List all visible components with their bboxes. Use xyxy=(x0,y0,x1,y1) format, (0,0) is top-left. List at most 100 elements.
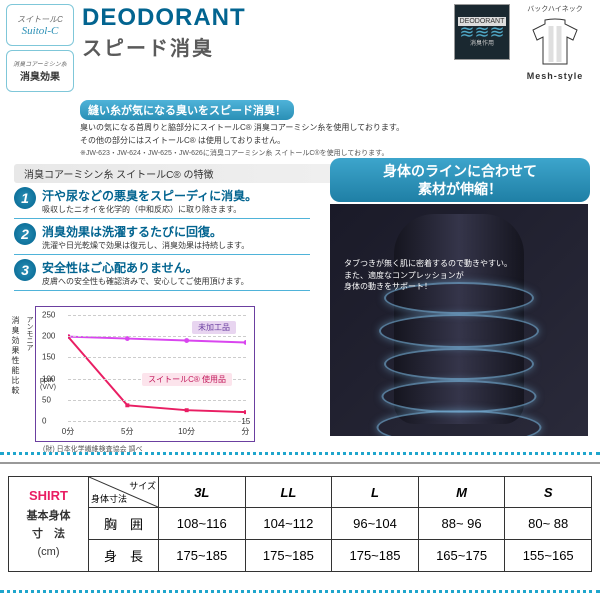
size-col: L xyxy=(332,477,419,508)
body-image: タブつきが無く肌に密着するので動きやすい。 また、適度なコンプレッションが 身体… xyxy=(330,204,588,436)
wave-icon: ≋≋≋ xyxy=(459,28,504,36)
shirt-sub2: 寸 法 xyxy=(32,528,65,540)
x-tick: 15分 xyxy=(241,417,250,437)
table-cell: 108~116 xyxy=(159,508,246,540)
row-label: 胸 囲 xyxy=(89,508,159,540)
badge-suitol: スイトールC Suitol-C xyxy=(6,4,74,46)
table-cell: 104~112 xyxy=(245,508,332,540)
feature-sub: 吸収したニオイを化学的（中和反応）に取り除きます。 xyxy=(42,204,310,215)
table-cell: 155~165 xyxy=(505,540,592,572)
title-area: DEODORANT スピード消臭 xyxy=(74,4,450,96)
feature-sub: 洗濯や日光乾燥で効果は復元し、消臭効果は持続します。 xyxy=(42,240,310,251)
description: 縫い糸が気になる臭いをスピード消臭！ 臭いの気になる首周りと脇部分にスイトールC… xyxy=(0,98,600,160)
shirt-label-cell: SHIRT 基本身体 寸 法 (cm) xyxy=(9,477,89,572)
body-title: 身体のラインに合わせて 素材が伸縮！ xyxy=(330,158,590,202)
title-sub: スピード消臭 xyxy=(82,32,450,61)
top-section: スイトールC Suitol-C 消臭コアーミシン糸 消臭効果 DEODORANT… xyxy=(0,0,600,98)
x-tick: 5分 xyxy=(121,426,133,437)
shirt-word: SHIRT xyxy=(29,488,68,503)
bottom-divider xyxy=(0,590,600,593)
desc-title: 縫い糸が気になる臭いをスピード消臭！ xyxy=(80,100,294,120)
feature-row: 2 消臭効果は洗濯するたびに回復。洗濯や日光乾燥で効果は復元し、消臭効果は持続しま… xyxy=(14,223,310,255)
table-row: 身 長175~185175~185175~185165~175155~165 xyxy=(9,540,592,572)
y-tick: 150 xyxy=(42,353,55,362)
feature-sub: 皮膚への安全性も確認済みで、安心してご使用頂けます。 xyxy=(42,276,310,287)
ring-icon xyxy=(379,314,539,348)
table-cell: 175~185 xyxy=(332,540,419,572)
legend-unprocessed: 未加工品 xyxy=(192,321,236,334)
body-title1: 身体のラインに合わせて xyxy=(383,163,537,179)
feature-main: 消臭効果は洗濯するたびに回復。 xyxy=(42,223,310,240)
y-tick: 0 xyxy=(42,417,46,426)
mesh-label: バックハイネック xyxy=(516,4,594,14)
table-row: 胸 囲108~116104~11296~10488~ 9680~ 88 xyxy=(9,508,592,540)
size-col: 3L xyxy=(159,477,246,508)
gridline xyxy=(68,400,246,401)
feature-text: 汗や尿などの悪臭をスピーディに消臭。吸収したニオイを化学的（中和反応）に取り除き… xyxy=(42,187,310,215)
size-table-section: SHIRT 基本身体 寸 法 (cm) サイズ 身体寸法 3L LL L M S… xyxy=(8,476,592,572)
body-desc2: また、適度なコンプレッションが xyxy=(344,271,464,280)
ring-icon xyxy=(382,380,537,413)
badge-small: スイトールC xyxy=(10,14,70,25)
table-header-row: SHIRT 基本身体 寸 法 (cm) サイズ 身体寸法 3L LL L M S xyxy=(9,477,592,508)
solid-divider xyxy=(0,462,600,464)
size-table: SHIRT 基本身体 寸 法 (cm) サイズ 身体寸法 3L LL L M S… xyxy=(8,476,592,572)
size-col: LL xyxy=(245,477,332,508)
body-desc3: 身体の動きをサポート！ xyxy=(344,282,432,291)
mesh-style-label: Mesh-style xyxy=(516,71,594,81)
badge-deodorant: 消臭コアーミシン糸 消臭効果 xyxy=(6,50,74,92)
badge-small2: 消臭コアーミシン糸 xyxy=(10,59,70,68)
gridline xyxy=(68,357,246,358)
chart-section: 消臭効果性能比較 アンモニア 250200150100500 0分5分10分15… xyxy=(8,306,255,442)
chart-box: 250200150100500 0分5分10分15分 未加工品 スイトールC® … xyxy=(35,306,255,442)
body-fit-section: 身体のラインに合わせて 素材が伸縮！ タブつきが無く肌に密着するので動きやすい。… xyxy=(330,158,590,436)
chart-inner: 250200150100500 0分5分10分15分 未加工品 スイトールC® … xyxy=(68,315,246,421)
y-tick: 200 xyxy=(42,332,55,341)
title-main: DEODORANT xyxy=(82,4,450,32)
ppm-label: ppm (V/V) xyxy=(40,377,56,391)
body-title2: 素材が伸縮！ xyxy=(418,181,502,197)
feature-text: 消臭効果は洗濯するたびに回復。洗濯や日光乾燥で効果は復元し、消臭効果は持続します… xyxy=(42,223,310,251)
y-tick: 50 xyxy=(42,395,51,404)
desc-note: ※JW-623・JW-624・JW-625・JW-626に消臭コアーミシン糸 ス… xyxy=(80,148,590,158)
chart-ylabel1: 消臭効果性能比較 xyxy=(8,306,23,442)
feature-text: 安全性はご心配ありません。皮膚への安全性も確認済みで、安心してご使用頂けます。 xyxy=(42,259,310,287)
shirt-sub1: 基本身体 xyxy=(27,510,71,522)
x-tick: 0分 xyxy=(62,426,74,437)
shirt-unit: (cm) xyxy=(38,546,60,558)
table-cell: 88~ 96 xyxy=(418,508,505,540)
table-cell: 165~175 xyxy=(418,540,505,572)
feature-number: 2 xyxy=(14,223,36,245)
desc-line1: 臭いの気になる首周りと脇部分にスイトールC® 消臭コアーミシン糸を使用しておりま… xyxy=(80,122,590,133)
desc-line2: その他の部分にはスイトールC® は使用しておりません。 xyxy=(80,135,590,146)
feature-row: 1 汗や尿などの悪臭をスピーディに消臭。吸収したニオイを化学的（中和反応）に取り除… xyxy=(14,187,310,219)
row-label: 身 長 xyxy=(89,540,159,572)
gridline xyxy=(68,336,246,337)
body-desc: タブつきが無く肌に密着するので動きやすい。 また、適度なコンプレッションが 身体… xyxy=(344,258,512,292)
shirt-outline-icon xyxy=(525,16,585,66)
feature-number: 1 xyxy=(14,187,36,209)
table-cell: 80~ 88 xyxy=(505,508,592,540)
ring-icon xyxy=(384,348,534,380)
table-cell: 175~185 xyxy=(245,540,332,572)
x-tick: 10分 xyxy=(178,426,195,437)
feature-row: 3 安全性はご心配ありません。皮膚への安全性も確認済みで、安心してご使用頂けます。 xyxy=(14,259,310,291)
left-badges: スイトールC Suitol-C 消臭コアーミシン糸 消臭効果 xyxy=(6,4,74,96)
size-col: M xyxy=(418,477,505,508)
y-tick: 250 xyxy=(42,311,55,320)
mesh-area: バックハイネック Mesh-style xyxy=(516,4,594,96)
legend-suitol: スイトールC® 使用品 xyxy=(142,373,232,386)
gridline xyxy=(68,315,246,316)
dotted-divider xyxy=(0,452,600,455)
chart-ylabel2: アンモニア xyxy=(23,306,35,442)
deodorant-icon: DEODORANT ≋≋≋ 消臭作用 xyxy=(454,4,510,60)
body-desc1: タブつきが無く肌に密着するので動きやすい。 xyxy=(344,259,512,268)
table-cell: 96~104 xyxy=(332,508,419,540)
badge-label2: 消臭効果 xyxy=(10,68,70,83)
gridline xyxy=(68,421,246,422)
deod-bottom: 消臭作用 xyxy=(470,38,494,47)
diagonal-icon xyxy=(89,477,158,507)
table-cell: 175~185 xyxy=(159,540,246,572)
feature-number: 3 xyxy=(14,259,36,281)
header-diag: サイズ 身体寸法 xyxy=(89,477,159,508)
